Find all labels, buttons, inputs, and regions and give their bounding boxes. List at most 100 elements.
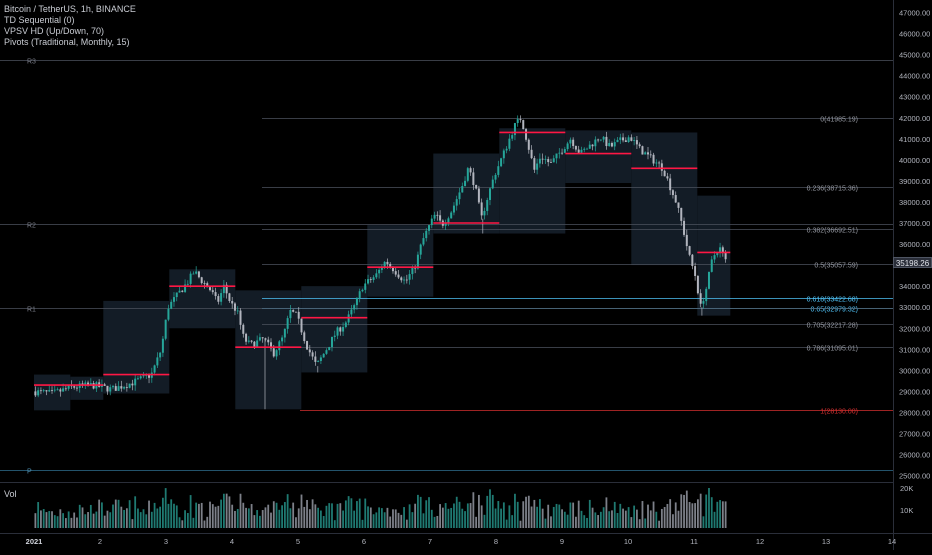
volume-bar bbox=[142, 509, 145, 528]
volume-bar bbox=[56, 516, 59, 528]
candle-body bbox=[447, 218, 450, 223]
candle-body bbox=[64, 388, 67, 390]
volume-bar bbox=[599, 511, 602, 528]
volume-bar bbox=[605, 497, 608, 528]
volume-bar bbox=[419, 496, 422, 528]
volume-bar bbox=[150, 511, 153, 528]
volume-bar bbox=[45, 512, 48, 528]
volume-bar bbox=[663, 506, 666, 528]
volume-bar bbox=[89, 504, 92, 528]
volume-bar bbox=[472, 492, 475, 528]
candle-body bbox=[561, 152, 564, 154]
volume-bar bbox=[209, 501, 211, 528]
volume-bar bbox=[159, 506, 162, 528]
volume-bar bbox=[522, 501, 525, 528]
price-axis[interactable]: 47000.00 46000.00 45000.00 44000.00 43000.00… bbox=[899, 9, 930, 481]
candle-body bbox=[131, 383, 134, 386]
candle-body bbox=[206, 283, 209, 288]
candle-body bbox=[245, 333, 248, 342]
indicator-pivots[interactable]: Pivots (Traditional, Monthly, 15) bbox=[4, 37, 130, 47]
candle-body bbox=[394, 271, 397, 275]
volume-bar bbox=[699, 493, 702, 528]
volume-bar bbox=[403, 507, 405, 528]
volume-bar bbox=[558, 504, 561, 528]
volume-bar bbox=[200, 502, 203, 528]
fib-level-label: 0.382(36692.51) bbox=[807, 228, 858, 235]
candle-body bbox=[627, 137, 630, 143]
candle-body bbox=[192, 273, 195, 275]
volume-bar bbox=[641, 501, 644, 528]
volume-bar bbox=[594, 512, 597, 528]
volume-bar bbox=[696, 499, 699, 528]
candle-body bbox=[261, 337, 264, 339]
volume-bar bbox=[511, 515, 514, 528]
volume-bar bbox=[259, 515, 261, 528]
volume-bar bbox=[502, 502, 505, 528]
candle-body bbox=[342, 327, 345, 332]
volume-bar bbox=[164, 488, 167, 528]
volume-bar bbox=[103, 515, 106, 528]
candle-body bbox=[106, 385, 109, 392]
symbol-title[interactable]: Bitcoin / TetherUS, 1h, BINANCE bbox=[4, 4, 136, 14]
fib-level-label: 0(41985.19) bbox=[820, 117, 858, 124]
volume-bar bbox=[624, 510, 627, 528]
price-axis-label: 29000.00 bbox=[899, 387, 930, 396]
time-axis[interactable]: 2021 2 3 4 5 6 7 8 9 10 11 12 13 14 bbox=[26, 537, 897, 546]
candle-body bbox=[563, 149, 566, 153]
indicator-vpsv[interactable]: VPSV HD (Up/Down, 70) bbox=[4, 26, 105, 36]
volume-pane-title[interactable]: Vol bbox=[4, 489, 17, 499]
candle-body bbox=[683, 220, 686, 235]
volume-bar bbox=[436, 515, 439, 528]
volume-bar bbox=[566, 514, 569, 528]
candle-body bbox=[511, 135, 514, 139]
candle-body bbox=[328, 347, 331, 351]
volume-bar bbox=[339, 503, 342, 528]
candle-body bbox=[311, 352, 314, 357]
candle-body bbox=[136, 378, 139, 380]
candle-body bbox=[649, 154, 652, 156]
volume-bar bbox=[320, 510, 322, 528]
volume-bar bbox=[538, 499, 541, 528]
volume-bar bbox=[145, 514, 148, 528]
volume-bar bbox=[627, 507, 630, 528]
volume-bar bbox=[170, 499, 173, 528]
candle-body bbox=[588, 144, 591, 149]
candle-body bbox=[134, 378, 137, 386]
volume-bar bbox=[716, 501, 719, 528]
candle-body bbox=[422, 238, 425, 245]
volume-bar bbox=[253, 515, 256, 528]
candle-body bbox=[547, 159, 550, 163]
candle-body bbox=[513, 123, 516, 136]
volume-bar bbox=[125, 508, 128, 528]
volume-bar bbox=[120, 506, 123, 528]
candle-body bbox=[430, 218, 433, 226]
volume-bar bbox=[264, 507, 267, 528]
fib-level-label: 0.618(33422.68) bbox=[807, 297, 858, 304]
volume-bar bbox=[275, 502, 278, 528]
candle-body bbox=[203, 283, 206, 284]
candle-body bbox=[361, 289, 364, 292]
volume-bar bbox=[236, 508, 239, 528]
volume-profile-box bbox=[70, 376, 104, 400]
indicator-td-sequential[interactable]: TD Sequential (0) bbox=[4, 15, 75, 25]
candle-body bbox=[197, 271, 200, 278]
candle-body bbox=[436, 214, 439, 216]
volume-bar bbox=[561, 509, 563, 528]
volume-bar bbox=[156, 508, 159, 528]
candle-body bbox=[508, 138, 511, 149]
volume-bar bbox=[527, 495, 530, 528]
volume-bar bbox=[64, 518, 67, 528]
candle-body bbox=[458, 192, 461, 200]
volume-bar bbox=[267, 504, 270, 528]
volume-bar bbox=[92, 513, 95, 528]
candle-body bbox=[411, 266, 414, 275]
candle-body bbox=[294, 311, 297, 313]
price-axis-label: 25000.00 bbox=[899, 472, 930, 481]
price-axis-label: 37000.00 bbox=[899, 219, 930, 228]
candle-body bbox=[270, 342, 273, 349]
volume-bar bbox=[588, 499, 591, 528]
time-axis-label: 3 bbox=[164, 537, 168, 546]
price-axis-label: 34000.00 bbox=[899, 282, 930, 291]
